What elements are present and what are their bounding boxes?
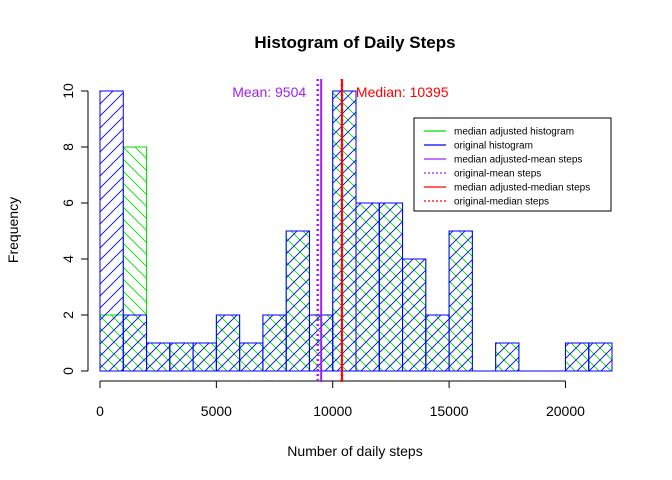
y-tick-label: 6 [60, 199, 76, 207]
legend-entry: median adjusted histogram [424, 127, 574, 138]
y-axis-label: Frequency [5, 197, 21, 263]
bar [262, 314, 287, 372]
legend-entry: median adjusted-mean steps [424, 155, 582, 166]
x-tick-label: 0 [96, 403, 104, 419]
bar [448, 230, 473, 372]
legend-entry: original-median steps [424, 197, 549, 208]
mean-annotation: Mean: 9504 [232, 84, 306, 100]
legend-box [413, 117, 612, 212]
bar [146, 342, 171, 372]
y-tick-label: 8 [60, 143, 76, 151]
x-axis-label: Number of daily steps [287, 443, 422, 459]
bars-layer [99, 90, 613, 372]
bar [588, 342, 613, 372]
legend-label: median adjusted-mean steps [454, 155, 582, 166]
bar [332, 90, 357, 372]
x-tick-label: 5000 [201, 403, 232, 419]
x-tick-label: 15000 [430, 403, 469, 419]
legend-entry: original histogram [424, 141, 533, 152]
legend-label: median adjusted histogram [454, 127, 574, 138]
legend-label: original-mean steps [454, 169, 541, 180]
axes-layer: 0 5000 10000 15000 20000 0 2 4 6 8 10 [60, 83, 585, 419]
bar [355, 202, 380, 372]
y-tick-label: 0 [60, 367, 76, 375]
bar [192, 342, 217, 372]
y-tick-label: 2 [60, 311, 76, 319]
bar [169, 342, 194, 372]
bar [99, 90, 124, 372]
legend-entry: original-mean steps [424, 169, 541, 180]
annotations-layer: Mean: 9504 Median: 10395 [232, 84, 449, 100]
bar [495, 342, 520, 372]
median-annotation: Median: 10395 [356, 84, 449, 100]
y-tick-label: 10 [60, 83, 76, 99]
bar [564, 342, 590, 372]
bar [425, 314, 450, 372]
bar [378, 202, 404, 372]
bar [122, 314, 148, 372]
legend-entry: median adjusted-median steps [424, 183, 590, 194]
chart-title: Histogram of Daily Steps [254, 33, 455, 52]
reference-lines-layer [316, 79, 344, 382]
bar [402, 258, 427, 372]
x-tick-label: 20000 [546, 403, 585, 419]
x-tick-label: 10000 [313, 403, 352, 419]
legend-label: median adjusted-median steps [454, 183, 590, 194]
bar [215, 314, 241, 372]
bar [285, 230, 310, 372]
legend-label: original-median steps [454, 197, 549, 208]
y-tick-label: 4 [60, 255, 76, 263]
legend: median adjusted histogram original histog… [413, 117, 612, 212]
bar [239, 342, 264, 372]
legend-label: original histogram [454, 141, 533, 152]
